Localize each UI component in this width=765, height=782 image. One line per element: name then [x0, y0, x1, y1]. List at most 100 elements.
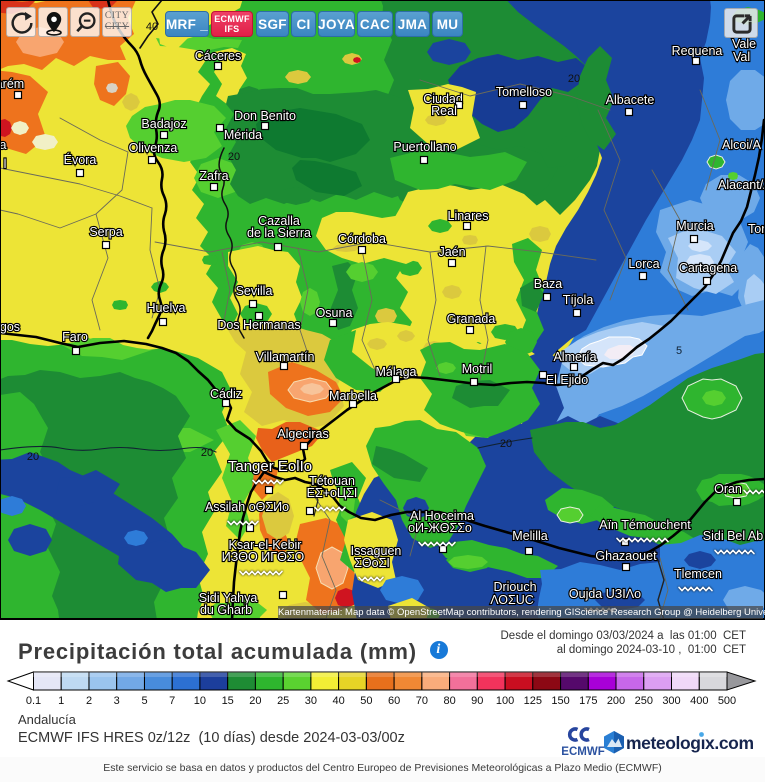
svg-text:3: 3	[114, 695, 120, 707]
svg-text:Ksar-el-Kebir: Ksar-el-Kebir	[229, 538, 302, 552]
svg-text:400: 400	[690, 695, 708, 707]
svg-text:Cazalla: Cazalla	[258, 214, 300, 228]
svg-text:Évora: Évora	[64, 152, 97, 167]
svg-text:Málaga: Málaga	[376, 365, 417, 379]
svg-text:Serpa: Serpa	[89, 225, 122, 239]
svg-text:20: 20	[568, 73, 580, 85]
svg-text:20: 20	[249, 695, 261, 707]
svg-text:90: 90	[471, 695, 483, 707]
svg-text:50: 50	[360, 695, 372, 707]
svg-text:15: 15	[222, 695, 234, 707]
svg-text:Marbella: Marbella	[329, 389, 377, 403]
svg-text:Dos Hermanas: Dos Hermanas	[217, 318, 300, 332]
svg-text:Melilla: Melilla	[512, 529, 547, 543]
svg-text:Real: Real	[431, 104, 457, 118]
svg-text:20: 20	[201, 447, 213, 459]
svg-text:40: 40	[146, 21, 158, 33]
svg-text:80: 80	[443, 695, 455, 707]
svg-text:20: 20	[27, 451, 39, 463]
svg-text:30: 30	[305, 695, 317, 707]
svg-text:l: l	[4, 157, 7, 171]
svg-text:Ciudad: Ciudad	[423, 92, 463, 106]
svg-text:Linares: Linares	[448, 209, 489, 223]
svg-text:200: 200	[607, 695, 625, 707]
svg-text:2: 2	[86, 695, 92, 707]
svg-text:Lagos: Lagos	[0, 320, 20, 334]
svg-text:Cádiz: Cádiz	[210, 387, 242, 401]
svg-text:100: 100	[496, 695, 514, 707]
svg-text:Mérida: Mérida	[224, 128, 262, 142]
svg-text:Tíjola: Tíjola	[563, 293, 594, 307]
svg-text:5: 5	[141, 695, 147, 707]
svg-text:Villamartín: Villamartín	[256, 350, 315, 364]
svg-text:Faro: Faro	[62, 330, 88, 344]
svg-text:40: 40	[332, 695, 344, 707]
svg-text:Driouch: Driouch	[493, 580, 536, 594]
svg-text:Huelva: Huelva	[147, 301, 186, 315]
svg-text:Issaguen: Issaguen	[351, 544, 402, 558]
svg-text:Assilah oΘΣИo: Assilah oΘΣИo	[205, 500, 289, 514]
svg-text:EΣ+oЦΣI: EΣ+oЦΣI	[307, 486, 358, 500]
svg-text:Olivenza: Olivenza	[129, 141, 178, 155]
svg-text:Murcia: Murcia	[676, 219, 714, 233]
svg-text:25: 25	[277, 695, 289, 707]
svg-text:Alcoi/A: Alcoi/A	[722, 138, 762, 152]
svg-text:70: 70	[416, 695, 428, 707]
svg-text:Alacant/A: Alacant/A	[718, 178, 765, 192]
svg-text:Tlemcen: Tlemcen	[674, 567, 722, 581]
svg-text:10: 10	[194, 695, 206, 707]
svg-text:Zafra: Zafra	[199, 169, 228, 183]
svg-text:Algeciras: Algeciras	[277, 427, 328, 441]
svg-text:150: 150	[551, 695, 569, 707]
svg-text:de la Sierra: de la Sierra	[247, 226, 311, 240]
svg-text:a: a	[0, 138, 7, 152]
svg-text:du Gharb: du Gharb	[200, 603, 252, 617]
svg-text:Requena: Requena	[672, 44, 723, 58]
svg-text:Oujda UЗIΛo: Oujda UЗIΛo	[569, 587, 641, 601]
svg-text:60: 60	[388, 695, 400, 707]
svg-text:Al Hoceima: Al Hoceima	[410, 509, 474, 523]
svg-text:Oran: Oran	[714, 482, 742, 496]
svg-text:Córdoba: Córdoba	[338, 232, 386, 246]
svg-text:Santarém: Santarém	[0, 77, 24, 91]
svg-text:Badajoz: Badajoz	[141, 117, 186, 131]
svg-text:Almería: Almería	[553, 350, 596, 364]
svg-text:ECMWF: ECMWF	[561, 746, 604, 758]
svg-text:Tomelloso: Tomelloso	[496, 85, 552, 99]
svg-text:20: 20	[228, 151, 240, 163]
svg-text:Vale: Vale	[732, 37, 756, 51]
svg-text:Baza: Baza	[534, 277, 563, 291]
svg-text:Tor: Tor	[748, 222, 765, 236]
svg-text:500: 500	[718, 695, 736, 707]
svg-text:125: 125	[524, 695, 542, 707]
svg-text:175: 175	[579, 695, 597, 707]
svg-text:7: 7	[169, 695, 175, 707]
svg-text:Lorca: Lorca	[628, 257, 659, 271]
svg-text:Tanger EolIo: Tanger EolIo	[228, 458, 312, 475]
svg-text:Aïn Témouchent: Aïn Témouchent	[599, 518, 691, 532]
svg-text:ΣΘoΣI: ΣΘoΣI	[354, 556, 390, 570]
svg-text:oИ-ЖΘΣΣo: oИ-ЖΘΣΣo	[408, 521, 472, 535]
svg-text:Jaén: Jaén	[438, 245, 465, 259]
svg-text:Sidi Yahya: Sidi Yahya	[199, 591, 258, 605]
svg-text:Val: Val	[733, 50, 750, 64]
svg-text:Tétouan: Tétouan	[309, 474, 355, 488]
svg-text:250: 250	[635, 695, 653, 707]
svg-text:300: 300	[662, 695, 680, 707]
svg-text:Cartagena: Cartagena	[679, 261, 737, 275]
svg-text:Sidi Bel Ab: Sidi Bel Ab	[703, 529, 764, 543]
svg-text:Sevilla: Sevilla	[236, 284, 273, 298]
svg-text:ИЗΘO ИΓΘΣO: ИЗΘO ИΓΘΣO	[222, 550, 305, 564]
svg-text:meteologıx.com: meteologıx.com	[626, 733, 754, 753]
svg-text:Osuna: Osuna	[316, 306, 353, 320]
svg-text:ΛΟΣUC: ΛΟΣUC	[490, 593, 534, 607]
svg-text:Granada: Granada	[447, 312, 496, 326]
svg-text:Albacete: Albacete	[606, 93, 655, 107]
svg-text:Cáceres: Cáceres	[195, 49, 242, 63]
svg-text:Don Benito: Don Benito	[234, 109, 296, 123]
svg-text:Ghazaouet: Ghazaouet	[595, 549, 657, 563]
svg-text:Puertollano: Puertollano	[393, 140, 456, 154]
svg-text:20: 20	[500, 438, 512, 450]
svg-text:5: 5	[676, 345, 682, 357]
svg-text:Motril: Motril	[462, 362, 493, 376]
